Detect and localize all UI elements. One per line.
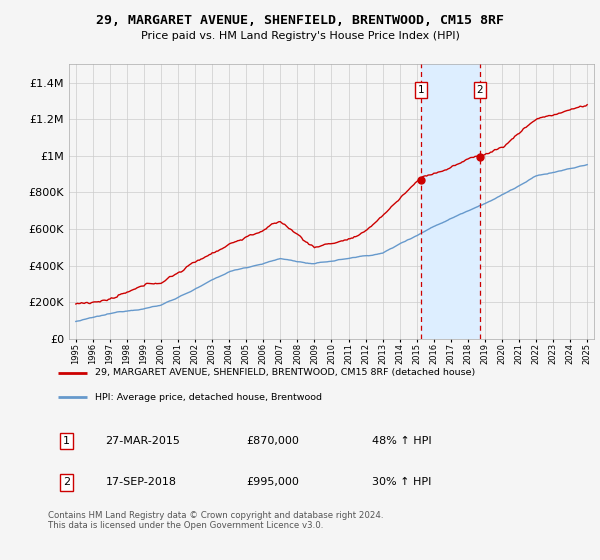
Text: HPI: Average price, detached house, Brentwood: HPI: Average price, detached house, Bren… bbox=[95, 393, 322, 402]
Text: 17-SEP-2018: 17-SEP-2018 bbox=[106, 478, 176, 488]
Text: 29, MARGARET AVENUE, SHENFIELD, BRENTWOOD, CM15 8RF: 29, MARGARET AVENUE, SHENFIELD, BRENTWOO… bbox=[96, 14, 504, 27]
Text: 29, MARGARET AVENUE, SHENFIELD, BRENTWOOD, CM15 8RF (detached house): 29, MARGARET AVENUE, SHENFIELD, BRENTWOO… bbox=[95, 368, 475, 377]
Text: 1: 1 bbox=[63, 436, 70, 446]
Text: 2: 2 bbox=[476, 85, 483, 95]
Text: £995,000: £995,000 bbox=[247, 478, 299, 488]
Text: 30% ↑ HPI: 30% ↑ HPI bbox=[371, 478, 431, 488]
Text: 27-MAR-2015: 27-MAR-2015 bbox=[106, 436, 180, 446]
Text: Price paid vs. HM Land Registry's House Price Index (HPI): Price paid vs. HM Land Registry's House … bbox=[140, 31, 460, 41]
Text: 2: 2 bbox=[63, 478, 70, 488]
Text: Contains HM Land Registry data © Crown copyright and database right 2024.
This d: Contains HM Land Registry data © Crown c… bbox=[48, 511, 383, 530]
Text: 48% ↑ HPI: 48% ↑ HPI bbox=[371, 436, 431, 446]
Text: 1: 1 bbox=[418, 85, 424, 95]
Bar bbox=[421, 64, 480, 339]
Text: £870,000: £870,000 bbox=[247, 436, 299, 446]
